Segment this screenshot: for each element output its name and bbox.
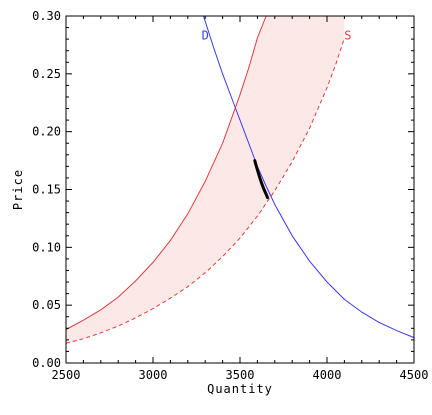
supply-curve-upper [66, 16, 267, 330]
x-tick-label: 3000 [139, 368, 168, 382]
y-tick-label: 0.05 [32, 298, 61, 312]
y-tick-label: 0.00 [32, 356, 61, 370]
y-axis-title: Price [11, 169, 25, 210]
x-axis-title: Quantity [207, 382, 273, 396]
supply-curve-lower [66, 37, 345, 344]
axes-layer [65, 15, 415, 364]
x-tick-label: 2500 [52, 368, 81, 382]
equilibrium-path [253, 159, 269, 200]
x-tick-label: 4500 [400, 368, 429, 382]
y-tick-label: 0.15 [32, 183, 61, 197]
x-tick-label: 4000 [313, 368, 342, 382]
tick-labels-layer: 2500 3000 3500 4000 4500 0.00 0.05 0.10 0.15 0.20… [32, 9, 428, 382]
y-tick-label: 0.30 [32, 9, 61, 23]
supply-label: S [344, 29, 351, 43]
supply-band [66, 16, 345, 344]
demand-label: D [202, 29, 209, 43]
y-tick-label: 0.20 [32, 125, 61, 139]
y-tick-label: 0.10 [32, 240, 61, 254]
x-tick-label: 3500 [226, 368, 255, 382]
demand-curve [203, 16, 414, 339]
curves-layer [66, 16, 414, 344]
y-tick-label: 0.25 [32, 67, 61, 81]
equilibrium-layer [253, 159, 269, 200]
supply-band-layer [66, 16, 345, 344]
